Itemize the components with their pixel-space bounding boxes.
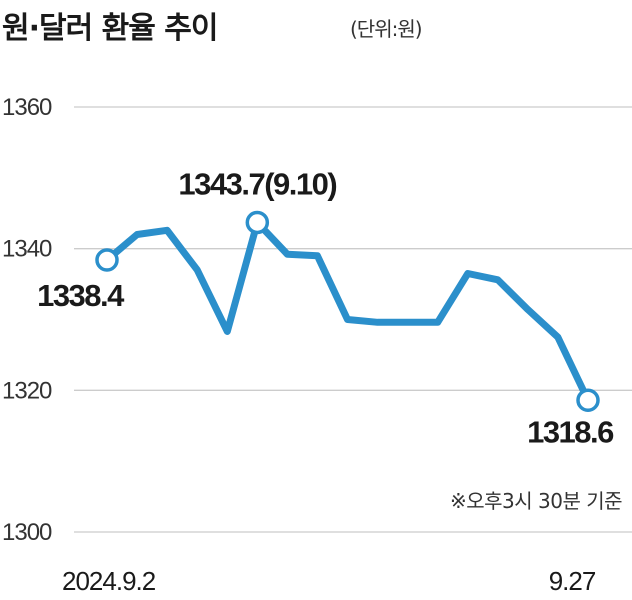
data-label-0: 1338.4 bbox=[37, 278, 125, 313]
data-marker-0 bbox=[95, 248, 119, 272]
y-axis-ticks: 1300 1320 1340 1360 bbox=[2, 94, 53, 546]
data-marker-1 bbox=[245, 210, 270, 235]
x-axis-ticks: 2024.9.2 9.27 bbox=[62, 566, 597, 596]
series-line-0 bbox=[103, 219, 592, 404]
unit-label: (단위:원) bbox=[350, 17, 422, 41]
data-label-2: 1318.6 bbox=[527, 414, 614, 449]
marker-layer bbox=[95, 210, 600, 412]
data-marker-2 bbox=[576, 388, 600, 412]
gridlines bbox=[74, 106, 632, 533]
time-basis-note: ※오후3시 30분 기준 bbox=[450, 489, 622, 513]
chart-title: 원·달러 환율 추이 bbox=[2, 11, 218, 46]
y-tick-label-1340: 1340 bbox=[2, 236, 52, 263]
data-label-layer: 1338.4 1343.7(9.10) 1318.6 bbox=[37, 166, 616, 449]
y-tick-label-1320: 1320 bbox=[2, 377, 52, 404]
data-label-1: 1343.7(9.10) bbox=[178, 166, 336, 201]
x-tick-label-start: 2024.9.2 bbox=[62, 566, 156, 596]
y-tick-label-1300: 1300 bbox=[2, 519, 52, 546]
y-tick-label-1360: 1360 bbox=[2, 94, 52, 121]
x-tick-label-end: 9.27 bbox=[549, 566, 596, 596]
series-line-layer bbox=[103, 219, 592, 404]
